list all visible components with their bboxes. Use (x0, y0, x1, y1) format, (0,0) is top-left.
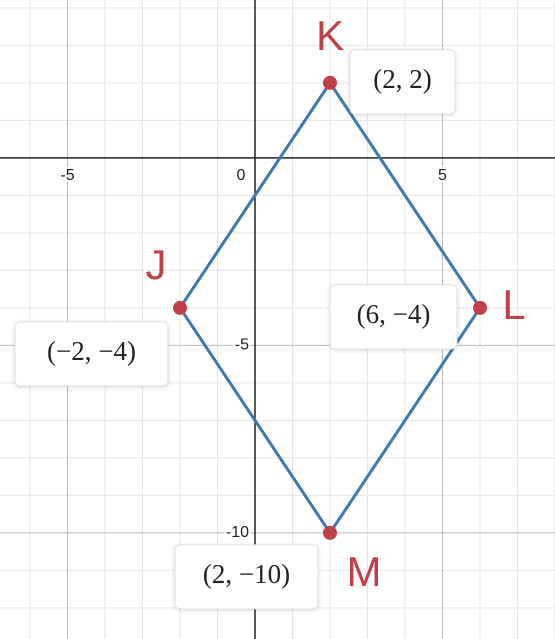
coordinate-label: (2, −10) (203, 559, 290, 589)
y-tick-label: -10 (226, 524, 249, 541)
point (323, 525, 337, 540)
label-box (14, 321, 169, 387)
label-box (174, 544, 319, 610)
point-name: L (502, 281, 525, 328)
label-box (349, 49, 456, 115)
point-name: M (347, 548, 382, 595)
label-box (329, 284, 458, 350)
coordinate-label: (−2, −4) (47, 336, 136, 366)
point (173, 300, 187, 315)
x-tick-label: 0 (237, 167, 246, 184)
x-tick-label: -5 (60, 167, 74, 184)
point (323, 75, 337, 90)
coordinate-label: (2, 2) (373, 64, 431, 94)
x-tick-label: 5 (438, 167, 447, 184)
y-tick-label: -5 (235, 337, 249, 354)
point-name: J (146, 241, 167, 288)
coordinate-label: (6, −4) (357, 299, 431, 329)
point-name: K (316, 12, 344, 59)
point (473, 300, 487, 315)
